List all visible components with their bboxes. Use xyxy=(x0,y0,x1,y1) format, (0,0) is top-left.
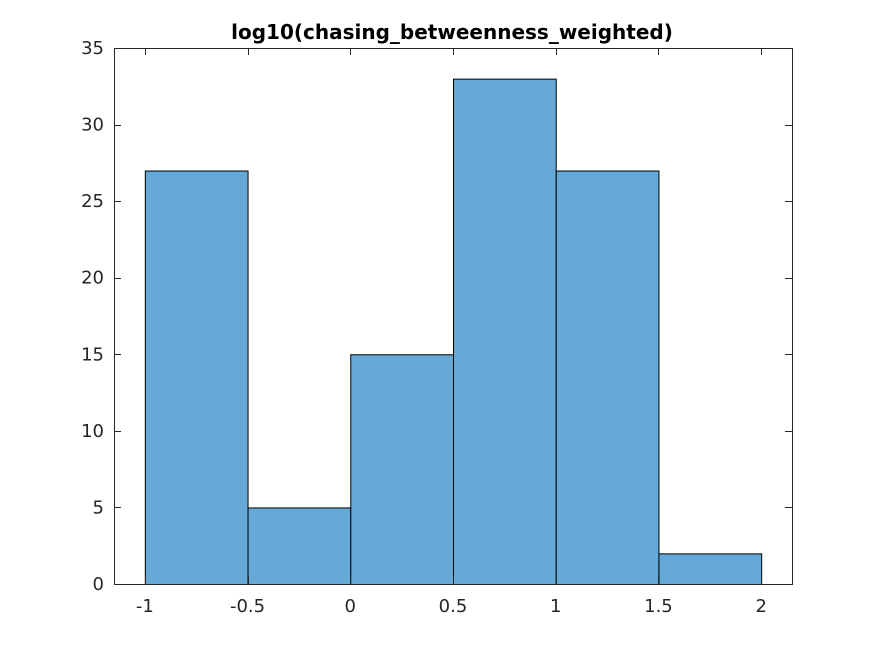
x-tick-labels: -1 -0.5 0 0.5 1 1.5 2 xyxy=(136,596,767,617)
axes-box xyxy=(114,48,793,585)
y-tick-label: 35 xyxy=(81,38,104,59)
histogram-bar xyxy=(247,507,352,585)
y-tick-label: 5 xyxy=(93,497,104,518)
x-tick-label: 1 xyxy=(550,596,561,617)
histogram-bar xyxy=(453,78,557,585)
histogram-bar xyxy=(555,170,660,585)
histogram-bar xyxy=(658,553,763,585)
y-tick-label: 30 xyxy=(81,115,104,136)
histogram-bar xyxy=(350,354,455,585)
x-tick-label: 0 xyxy=(345,596,356,617)
x-tick-label: 1.5 xyxy=(644,596,673,617)
y-tick-label: 15 xyxy=(81,344,104,365)
y-tick-label: 10 xyxy=(81,421,104,442)
y-tick-label: 0 xyxy=(93,574,104,595)
y-tick-labels: 0 5 10 15 20 25 30 35 xyxy=(81,38,104,595)
y-tick-label: 25 xyxy=(81,191,104,212)
x-tick-label: 0.5 xyxy=(439,596,468,617)
x-tick-label: -0.5 xyxy=(230,596,265,617)
y-tick-label: 20 xyxy=(81,268,104,289)
x-tick-label: 2 xyxy=(755,596,766,617)
chart-title: log10(chasing_betweenness_weighted) xyxy=(231,20,673,44)
bars-layer xyxy=(144,78,763,585)
histogram-bar xyxy=(144,170,249,585)
x-tick-label: -1 xyxy=(136,596,154,617)
